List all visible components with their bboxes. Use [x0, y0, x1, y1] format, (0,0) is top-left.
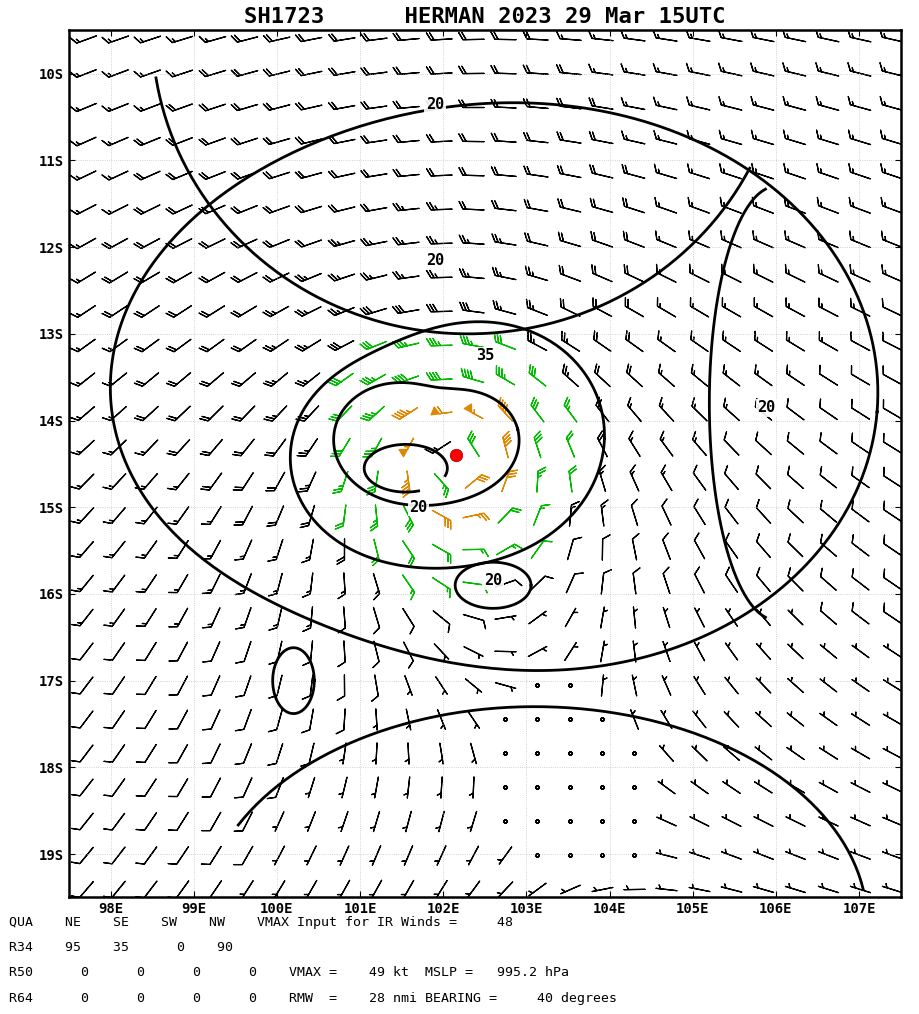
Text: R34    95    35      0    90: R34 95 35 0 90: [9, 941, 233, 954]
Text: 35: 35: [476, 348, 494, 363]
Text: 20: 20: [425, 252, 444, 268]
Text: 20: 20: [425, 96, 444, 112]
Text: R50      0      0      0      0    VMAX =    49 kt  MSLP =   995.2 hPa: R50 0 0 0 0 VMAX = 49 kt MSLP = 995.2 hP…: [9, 966, 569, 980]
Text: 20: 20: [409, 500, 427, 515]
Title: SH1723      HERMAN 2023 29 Mar 15UTC: SH1723 HERMAN 2023 29 Mar 15UTC: [244, 7, 725, 27]
Text: QUA    NE    SE    SW    NW    VMAX Input for IR Winds =     48: QUA NE SE SW NW VMAX Input for IR Winds …: [9, 916, 513, 929]
Text: 20: 20: [484, 574, 502, 588]
Text: R64      0      0      0      0    RMW  =    28 nmi BEARING =     40 degrees: R64 0 0 0 0 RMW = 28 nmi BEARING = 40 de…: [9, 992, 618, 1005]
Text: 20: 20: [757, 401, 776, 415]
